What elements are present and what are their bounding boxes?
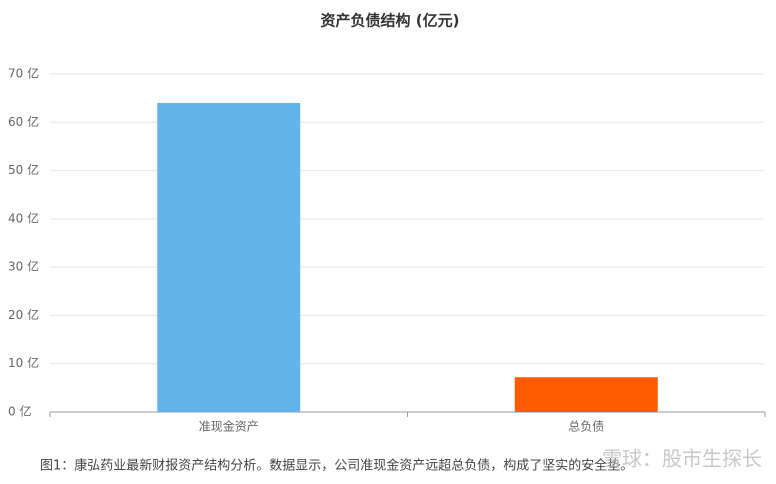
bar [157, 102, 301, 412]
y-tick-label: 30 亿 [8, 259, 39, 274]
bar [514, 377, 658, 412]
y-tick-label: 0 亿 [8, 404, 31, 419]
caption: 图1：康弘药业最新财报资产结构分析。数据显示，公司准现金资产远超总负债，构成了坚… [40, 458, 633, 474]
watermark: 雪球：股市生探长 [602, 447, 762, 471]
x-tick-label: 准现金资产 [199, 419, 259, 434]
x-tick-label: 总负债 [568, 420, 604, 434]
y-tick-label: 20 亿 [8, 307, 39, 322]
y-tick-label: 40 亿 [8, 210, 39, 225]
y-tick-label: 50 亿 [8, 162, 39, 177]
chart-title: 资产负债结构 (亿元) [321, 12, 460, 30]
y-tick-label: 10 亿 [8, 355, 39, 370]
y-tick-label: 70 亿 [8, 66, 39, 81]
y-tick-label: 60 亿 [8, 114, 39, 129]
